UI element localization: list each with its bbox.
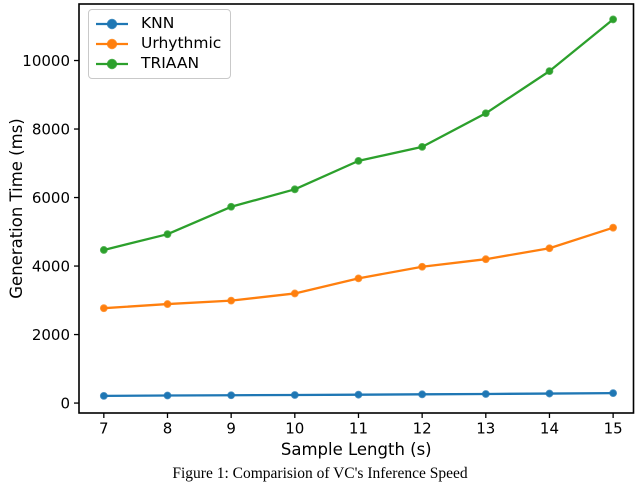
legend-marker bbox=[106, 38, 118, 50]
data-point-knn bbox=[99, 391, 108, 400]
x-tick-label: 11 bbox=[349, 420, 368, 438]
x-tick-label: 8 bbox=[163, 420, 173, 438]
x-axis-label: Sample Length (s) bbox=[281, 440, 432, 459]
data-point-urhythmic bbox=[227, 296, 236, 305]
data-point-triaan bbox=[290, 185, 299, 194]
data-point-urhythmic bbox=[290, 289, 299, 298]
x-tick-label: 15 bbox=[604, 420, 623, 438]
line-chart: 7 8 9 10 11 12 13 14 15 0 2000 4000 6000 8000 10000 Sam… bbox=[7, 3, 635, 459]
data-point-urhythmic bbox=[481, 255, 490, 264]
x-tick-label: 7 bbox=[99, 420, 109, 438]
data-point-urhythmic bbox=[418, 262, 427, 271]
legend-line-marker-icon bbox=[96, 18, 128, 30]
data-point-triaan bbox=[609, 15, 618, 24]
plot-frame bbox=[78, 3, 635, 414]
legend: KNN Urhythmic TRIAAN bbox=[88, 9, 231, 79]
legend-marker bbox=[106, 18, 118, 30]
y-tick-label: 4000 bbox=[32, 257, 70, 275]
data-point-triaan bbox=[481, 109, 490, 118]
legend-line-marker-icon bbox=[96, 38, 128, 50]
legend-label: Urhythmic bbox=[141, 34, 222, 53]
data-point-urhythmic bbox=[609, 223, 618, 232]
data-point-urhythmic bbox=[163, 300, 172, 308]
legend-label: KNN bbox=[141, 14, 175, 33]
data-point-knn bbox=[418, 390, 427, 399]
y-tick-label: 6000 bbox=[32, 189, 70, 207]
legend-item-knn: KNN bbox=[95, 14, 230, 34]
legend-label: TRIAAN bbox=[141, 54, 200, 73]
data-point-urhythmic bbox=[99, 304, 108, 313]
figure-caption: Figure 1: Comparision of VC's Inference … bbox=[172, 465, 468, 482]
x-tick-label: 10 bbox=[285, 420, 304, 438]
y-tick-label: 0 bbox=[60, 394, 70, 412]
legend-item-triaan: TRIAAN bbox=[95, 54, 230, 74]
legend-item-urhythmic: Urhythmic bbox=[95, 34, 230, 54]
data-point-urhythmic bbox=[545, 244, 554, 253]
data-point-triaan bbox=[227, 202, 236, 211]
data-point-triaan bbox=[418, 142, 427, 151]
y-tick-label: 2000 bbox=[32, 326, 70, 344]
data-point-urhythmic bbox=[354, 274, 363, 283]
x-tick-label: 12 bbox=[413, 420, 432, 438]
data-point-triaan bbox=[163, 230, 172, 239]
x-tick-label: 14 bbox=[540, 420, 559, 438]
series-line-urhythmic bbox=[102, 226, 615, 310]
legend-line-marker-icon bbox=[96, 58, 128, 70]
legend-marker bbox=[106, 58, 118, 70]
data-point-knn bbox=[481, 390, 490, 398]
data-point-knn bbox=[290, 391, 299, 399]
x-tick-label: 13 bbox=[476, 420, 495, 438]
y-tick-label: 8000 bbox=[32, 120, 70, 138]
data-point-triaan bbox=[99, 246, 108, 254]
data-point-knn bbox=[163, 391, 172, 400]
data-point-triaan bbox=[545, 67, 554, 76]
data-point-knn bbox=[545, 389, 554, 398]
data-point-triaan bbox=[354, 156, 363, 165]
y-axis-label: Generation Time (ms) bbox=[7, 118, 26, 298]
data-point-knn bbox=[354, 390, 363, 399]
y-tick-label: 10000 bbox=[22, 52, 70, 70]
data-point-knn bbox=[609, 389, 618, 398]
x-tick-label: 9 bbox=[226, 420, 236, 438]
data-point-knn bbox=[227, 391, 236, 400]
